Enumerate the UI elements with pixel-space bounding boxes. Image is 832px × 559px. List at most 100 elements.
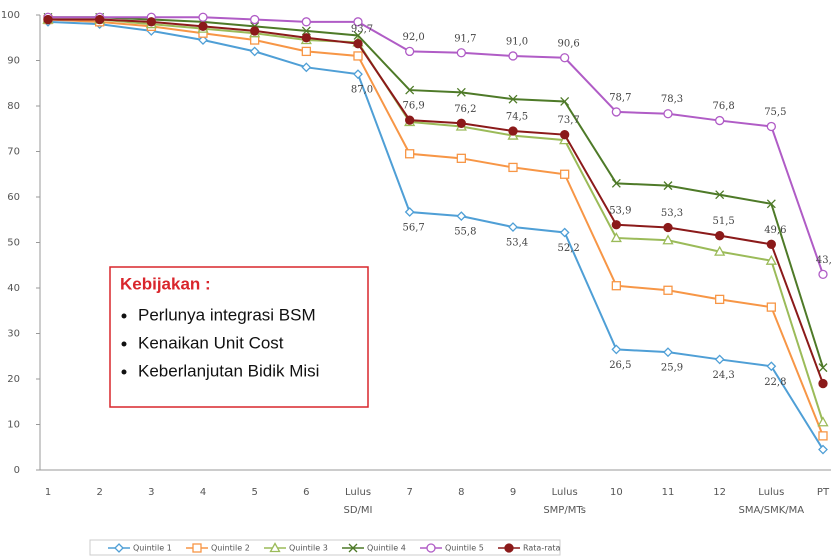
x-tick-label: Lulus SMP/MTs: [543, 487, 586, 516]
y-tick-label: 10: [7, 420, 20, 431]
marker: [353, 17, 363, 27]
marker: [353, 69, 363, 80]
marker: [508, 162, 518, 173]
marker: [818, 431, 828, 441]
marker: [301, 26, 311, 36]
marker: [508, 222, 518, 232]
marker: [715, 190, 725, 200]
marker: [405, 46, 415, 57]
marker: [663, 222, 673, 233]
marker: [766, 361, 777, 372]
x-tick-label: Lulus SD/MI: [344, 487, 373, 516]
marker: [198, 12, 208, 22]
x-tick-label: 11: [662, 487, 675, 498]
legend-box: [89, 539, 561, 556]
annotation-item: Keberlanjutan Bidik Misi: [138, 361, 319, 380]
marker: [353, 31, 363, 40]
legend-label: Quintile 3: [289, 544, 328, 553]
series: [48, 18, 824, 384]
marker: [456, 153, 466, 163]
marker: [766, 121, 776, 132]
legend-marker: [114, 543, 124, 553]
series-line: [48, 16, 824, 368]
marker: [249, 46, 260, 57]
marker: [611, 281, 621, 291]
marker: [714, 245, 726, 256]
x-tick-label: 4: [200, 487, 206, 498]
marker: [301, 46, 311, 57]
marker: [456, 118, 466, 128]
marker: [611, 220, 621, 230]
marker: [663, 347, 673, 358]
marker: [456, 211, 467, 222]
marker: [560, 96, 570, 106]
marker: [456, 87, 466, 97]
x-tick-label: Lulus SMA/SMK/MA: [739, 487, 805, 516]
y-tick-label: 50: [7, 238, 20, 249]
legend-label: Quintile 2: [211, 544, 250, 553]
annotation-item: Perlunya integrasi BSM: [138, 305, 316, 324]
data-label: 76,9: [403, 101, 425, 112]
y-tick-label: 0: [14, 465, 20, 476]
data-label: 56,7: [403, 223, 425, 234]
legend-marker: [504, 543, 514, 553]
series-line: [48, 16, 824, 275]
marker: [715, 115, 725, 126]
x-tick-label: 8: [458, 487, 464, 498]
data-label: 52,2: [558, 243, 580, 254]
marker: [508, 51, 518, 61]
bullet: [121, 369, 127, 375]
marker: [250, 14, 260, 25]
y-tick-label: 60: [7, 192, 20, 203]
annotation-box: [109, 266, 369, 408]
marker: [817, 416, 829, 427]
data-label: 74,5: [506, 112, 528, 123]
marker: [405, 149, 415, 159]
x-tick-label: PT: [817, 487, 830, 498]
series-line: [48, 18, 824, 384]
data-label: 78,7: [609, 92, 631, 103]
marker: [663, 285, 673, 295]
data-label: 22,8: [764, 377, 786, 388]
y-tick-label: 70: [7, 147, 20, 158]
marker: [301, 33, 311, 43]
marker: [198, 35, 208, 45]
legend-label: Quintile 5: [445, 544, 484, 553]
marker: [404, 207, 415, 217]
bullet: [121, 313, 127, 319]
marker: [43, 14, 53, 25]
x-tick-label: 10: [610, 487, 623, 498]
marker: [663, 181, 673, 191]
marker: [353, 39, 363, 49]
marker: [766, 239, 776, 249]
series: [43, 12, 828, 280]
marker: [715, 231, 725, 241]
data-label: 76,2: [454, 104, 476, 115]
x-tick-label: 9: [510, 487, 516, 498]
x-tick-label: 3: [148, 487, 154, 498]
y-tick-label: 40: [7, 283, 20, 294]
x-tick-label: 5: [251, 487, 257, 498]
marker: [818, 269, 828, 280]
data-label: 43,0: [816, 255, 832, 266]
series-line: [48, 18, 824, 423]
marker: [818, 444, 828, 455]
marker: [560, 53, 570, 63]
bullet: [121, 341, 127, 347]
y-tick-label: 100: [1, 10, 20, 21]
y-tick-label: 20: [7, 374, 20, 385]
legend-label: Quintile 4: [367, 544, 406, 553]
data-label: 76,8: [713, 101, 735, 112]
data-label: 26,5: [609, 360, 631, 371]
legend-marker: [426, 543, 436, 553]
marker: [611, 107, 621, 117]
marker: [766, 302, 776, 312]
data-label: 75,5: [764, 107, 786, 118]
marker: [765, 254, 777, 265]
marker: [456, 48, 466, 58]
data-label: 24,3: [713, 370, 735, 381]
data-label: 53,9: [609, 205, 631, 216]
data-label: 53,4: [506, 238, 528, 249]
x-tick-label: 2: [96, 487, 102, 498]
